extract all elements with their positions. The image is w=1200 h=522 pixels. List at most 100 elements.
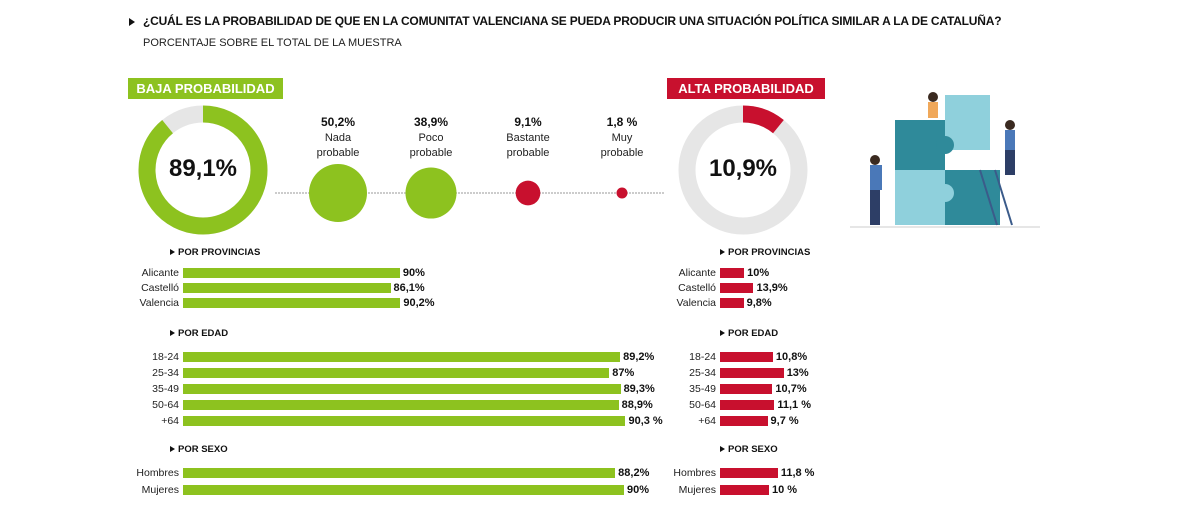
baja-bar	[183, 400, 619, 410]
alta-donut-value: 10,9%	[708, 155, 778, 182]
baja-row-label: 50-64	[152, 399, 179, 411]
bubble-nada-probable	[309, 164, 367, 222]
alta-bar	[720, 283, 754, 293]
baja-donut-arc	[138, 105, 268, 235]
alta-row-label: 50-64	[689, 399, 716, 411]
section-bullet-icon	[170, 249, 175, 255]
alta-row-label: 18-24	[689, 351, 716, 363]
section-bullet-icon	[170, 446, 175, 452]
alta-section-title: POR SEXO	[728, 444, 778, 455]
bubble-label-line2: probable	[316, 147, 360, 159]
baja-section-title: POR EDAD	[178, 328, 229, 339]
baja-bar-value: 86,1%	[393, 282, 425, 294]
person-icon	[928, 92, 938, 102]
alta-bar-value: 9,7 %	[770, 415, 799, 427]
section-bullet-icon	[170, 330, 175, 336]
baja-bar-value: 90%	[627, 484, 650, 496]
person-icon	[1005, 120, 1015, 130]
baja-section-title: POR PROVINCIAS	[178, 247, 261, 258]
baja-bar	[183, 283, 391, 293]
alta-probabilidad-tag: ALTA PROBABILIDAD	[667, 78, 825, 99]
baja-bar	[183, 352, 621, 362]
baja-donut-value: 89,1%	[168, 155, 238, 182]
alta-bar-value: 13,9%	[756, 282, 788, 294]
alta-bar-value: 10,7%	[775, 383, 807, 395]
baja-bar	[183, 416, 626, 426]
baja-bar	[183, 368, 610, 378]
baja-section-title: POR SEXO	[178, 444, 228, 455]
alta-bar	[720, 416, 768, 426]
alta-row-label: Castelló	[678, 282, 716, 294]
alta-section-title: POR PROVINCIAS	[728, 247, 811, 258]
puzzle-piece-icon	[945, 170, 1000, 225]
alta-bar	[720, 468, 778, 478]
puzzle-illustration	[850, 92, 1040, 228]
alta-row-label: Valencia	[676, 297, 717, 309]
alta-bar	[720, 400, 775, 410]
baja-bar-value: 90,3 %	[628, 415, 663, 427]
baja-probabilidad-tag: BAJA PROBABILIDAD	[128, 78, 283, 99]
bubble-label-line1: Muy	[611, 132, 633, 144]
bubble-label-line1: Bastante	[506, 132, 550, 144]
baja-row-label: +64	[161, 415, 179, 427]
baja-row-label: 25-34	[152, 367, 179, 379]
alta-bar-value: 11,8 %	[780, 467, 815, 479]
alta-bar-value: 10,8%	[775, 351, 808, 363]
alta-bar	[720, 268, 745, 278]
bubble-percent: 1,8 %	[606, 115, 638, 129]
alta-bar-value: 9,8%	[746, 297, 772, 309]
bubble-percent: 9,1%	[514, 115, 542, 129]
alta-bar-value: 10 %	[772, 484, 798, 496]
baja-row-label: Alicante	[141, 267, 179, 279]
alta-row-label: Mujeres	[678, 484, 716, 496]
baja-bar-value: 90,2%	[403, 297, 435, 309]
alta-row-label: 35-49	[689, 383, 716, 395]
alta-bar	[720, 298, 744, 308]
bubble-label-line1: Poco	[418, 132, 444, 144]
person-icon	[870, 155, 880, 165]
alta-bar-value: 13%	[786, 367, 809, 379]
bubble-percent: 38,9%	[413, 115, 449, 129]
baja-row-label: Valencia	[139, 297, 180, 309]
baja-bar-value: 88,9%	[621, 399, 653, 411]
alta-bar	[720, 485, 769, 495]
alta-row-label: +64	[698, 415, 716, 427]
baja-bar	[183, 384, 621, 394]
baja-bar	[183, 298, 401, 308]
baja-bar	[183, 485, 624, 495]
bubble-bastante-probable	[515, 180, 541, 206]
title-bullet-icon	[129, 18, 135, 26]
baja-bar-value: 89,2%	[623, 351, 655, 363]
bubble-label-line2: probable	[506, 147, 550, 159]
baja-bar	[183, 268, 400, 278]
chart-title: ¿CUÁL ES LA PROBABILIDAD DE QUE EN LA CO…	[143, 14, 1002, 28]
baja-bar-value: 87%	[612, 367, 635, 379]
alta-row-label: Alicante	[678, 267, 716, 279]
section-bullet-icon	[720, 330, 725, 336]
baja-bar-value: 90%	[402, 267, 425, 279]
alta-row-label: Hombres	[673, 467, 716, 479]
bubble-poco-probable	[405, 167, 457, 219]
baja-bar-value: 88,2%	[618, 467, 650, 479]
baja-bar-value: 89,3%	[623, 383, 655, 395]
alta-row-label: 25-34	[689, 367, 716, 379]
alta-bar-value: 10%	[747, 267, 770, 279]
bubble-label-line2: probable	[600, 147, 644, 159]
baja-bar	[183, 468, 616, 478]
puzzle-piece-icon	[895, 170, 945, 225]
alta-bar	[720, 368, 784, 378]
section-bullet-icon	[720, 446, 725, 452]
alta-bar	[720, 352, 773, 362]
section-bullet-icon	[720, 249, 725, 255]
bubble-muy-probable	[616, 187, 628, 199]
baja-row-label: 35-49	[152, 383, 179, 395]
baja-row-label: Castelló	[141, 282, 179, 294]
baja-row-label: Hombres	[136, 467, 179, 479]
alta-bar-value: 11,1 %	[777, 399, 812, 411]
bubble-label-line1: Nada	[324, 132, 352, 144]
alta-donut-arc	[742, 105, 784, 134]
bubble-percent: 50,2%	[320, 115, 356, 129]
bubble-label-line2: probable	[409, 147, 453, 159]
